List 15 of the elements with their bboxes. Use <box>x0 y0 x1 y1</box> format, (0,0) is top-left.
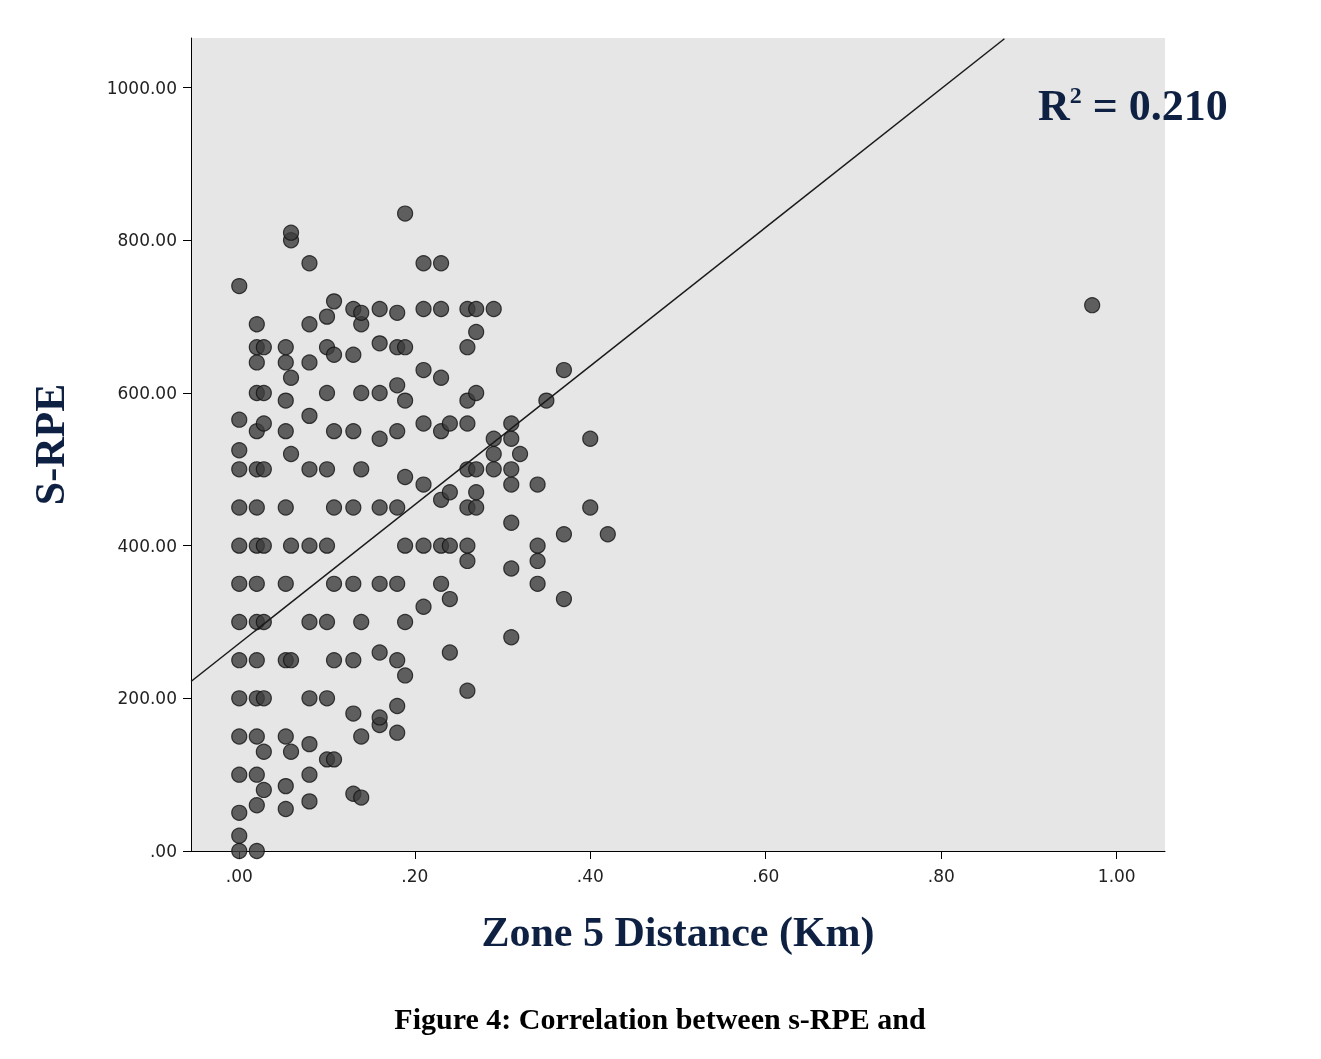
x-tick-label: .80 <box>927 865 955 886</box>
x-tick-label: .60 <box>752 865 780 886</box>
x-tick-label: .20 <box>401 865 429 886</box>
y-tick-label: 400.00 <box>117 535 177 556</box>
x-tick-label: .40 <box>576 865 604 886</box>
y-tick-label: .00 <box>149 841 177 861</box>
x-tick-label: .00 <box>225 865 253 886</box>
x-tick-label: 1.00 <box>1097 865 1136 886</box>
y-tick-label: 1000.00 <box>106 77 177 98</box>
y-tick-label: 600.00 <box>117 382 177 403</box>
y-tick-label: 200.00 <box>117 688 177 709</box>
caption: Figure 4: Correlation between s-RPE and <box>394 1001 926 1035</box>
y-tick-label: 800.00 <box>117 230 177 251</box>
x-axis-title: Zone 5 Distance (Km) <box>481 909 875 956</box>
y-axis-title: S-RPE <box>27 383 73 506</box>
